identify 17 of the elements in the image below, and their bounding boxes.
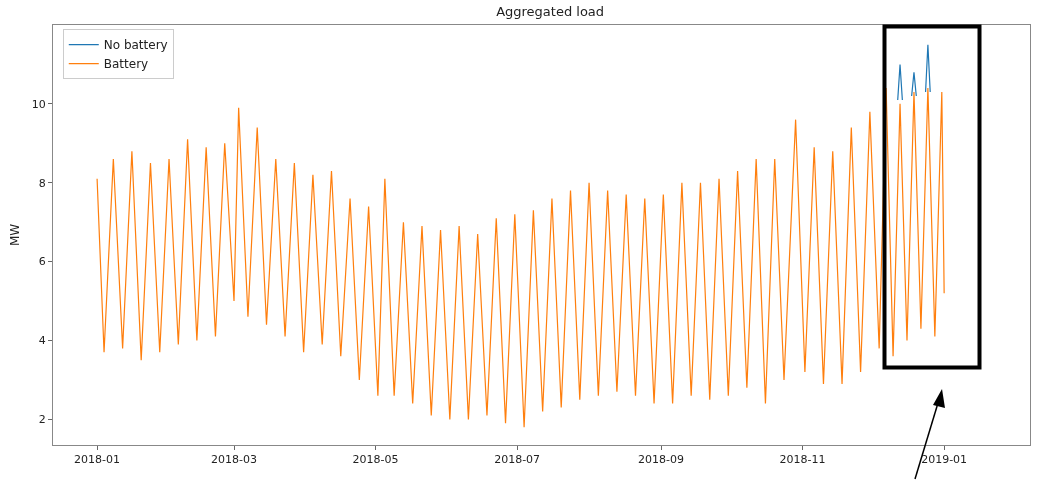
x-tick-label: 2018-07 bbox=[494, 453, 541, 467]
x-tick-label: 2019-01 bbox=[921, 453, 968, 467]
chart-title: Aggregated load bbox=[496, 4, 605, 20]
x-tick-label: 2018-09 bbox=[638, 453, 684, 467]
legend-label: Battery bbox=[103, 57, 149, 72]
line-series bbox=[96, 87, 945, 428]
x-tick-label: 2018-05 bbox=[352, 453, 399, 467]
y-tick-label: 4 bbox=[38, 334, 46, 348]
x-tick-label: 2018-01 bbox=[74, 453, 121, 467]
y-tick-label: 10 bbox=[31, 97, 46, 111]
y-tick-label: 6 bbox=[38, 255, 46, 269]
y-tick-label: 8 bbox=[38, 176, 46, 190]
y-tick-label: 2 bbox=[38, 413, 46, 427]
y-axis-title: MW bbox=[8, 223, 22, 247]
x-tick-label: 2018-03 bbox=[211, 453, 257, 467]
x-tick-label: 2018-11 bbox=[779, 453, 826, 467]
legend-label: No battery bbox=[103, 38, 168, 53]
